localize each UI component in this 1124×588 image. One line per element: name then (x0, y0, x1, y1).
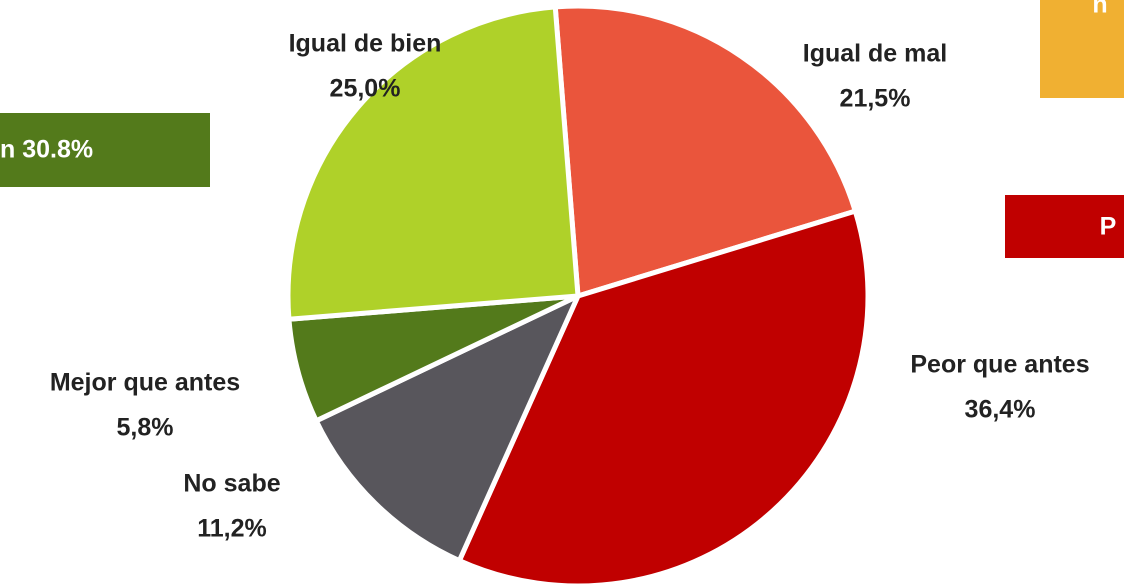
slice-value-label: 11,2% (197, 515, 267, 543)
pie-slice (456, 208, 871, 588)
pie-slice (313, 293, 581, 564)
pie-slice (552, 3, 858, 299)
slice-value-label: 36,4% (965, 396, 1036, 424)
annotation-text: P (1100, 213, 1117, 241)
slice-value-label: 21,5% (840, 85, 911, 113)
annotation-box (0, 113, 210, 187)
annotation-text: n (1092, 0, 1107, 19)
slice-value-label: 25,0% (330, 75, 401, 103)
annotation-box (1005, 195, 1124, 258)
slice-label: Igual de mal (803, 40, 947, 68)
annotation-box (1040, 0, 1124, 98)
annotation-text: n 30.8% (0, 136, 93, 164)
slice-label: Peor que antes (910, 351, 1089, 379)
slice-value-label: 5,8% (117, 414, 174, 442)
slice-label: Igual de bien (289, 30, 442, 58)
slice-label: Mejor que antes (50, 369, 240, 397)
pie-slice (285, 4, 581, 322)
slice-label: No sabe (183, 470, 280, 498)
